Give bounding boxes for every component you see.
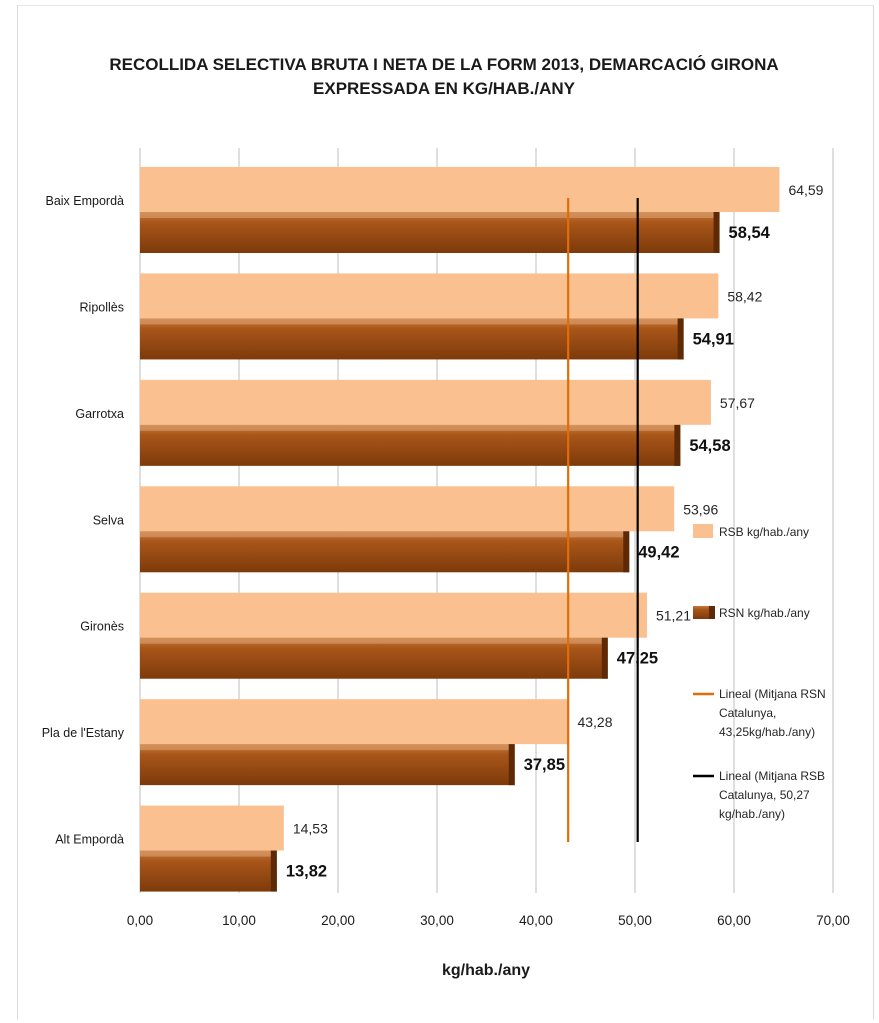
x-tick-label: 50,00 [618,913,652,928]
bar-rsn-end-cap [677,318,684,360]
legend-label-rsn: RSN kg/hab./any [719,606,810,620]
category-label: Baix Empordà [45,194,124,208]
legend-label-rsb: RSB kg/hab./any [719,525,809,539]
chart-frame [17,5,874,1019]
legend-label-reference-line: Catalunya, [719,706,776,720]
bar-rsb [140,592,647,638]
legend-swatch-rsn-cap [709,606,715,619]
bar-rsn [140,318,684,360]
bars [140,167,780,892]
bar-rsn [140,531,630,573]
x-tick-label: 30,00 [420,913,454,928]
x-tick-label: 60,00 [717,913,751,928]
bar-rsb [140,273,719,319]
bar-rsn-top-highlight [140,424,681,431]
legend-label-reference-line: kg/hab./any) [719,807,785,821]
bar-rsn-end-cap [623,531,630,573]
bar-rsb [140,167,780,212]
data-label-rsb: 14,53 [293,821,328,837]
bar-rsn-top-highlight [140,212,720,218]
category-label: Gironès [80,620,124,634]
data-labels: 64,59 58,54 58,42 54,91 57,67 54,58 53,96 49,42… [286,182,824,881]
bar-rsn-top-highlight [140,318,684,325]
bar-rsn [140,744,515,786]
data-label-rsn: 13,82 [286,863,327,881]
data-label-rsb: 43,28 [577,714,612,730]
x-tick-label: 70,00 [816,913,850,928]
chart-title-line-1: RECOLLIDA SELECTIVA BRUTA I NETA DE LA F… [109,55,778,74]
bar-rsn-end-cap [508,744,515,786]
data-label-rsb: 57,67 [720,395,755,411]
data-label-rsn: 54,91 [693,330,734,348]
bar-rsn-end-cap [270,850,277,892]
legend: RSB kg/hab./any RSN kg/hab./any Lineal (Mi… [693,524,826,821]
bar-rsb [140,486,675,532]
legend-swatch-rsb [693,524,713,538]
bar-rsb [140,805,284,851]
bar-rsn [140,637,608,679]
data-label-rsn: 37,85 [524,756,565,774]
bar-rsn [140,212,720,253]
category-label: Alt Empordà [55,833,124,847]
data-label-rsn: 49,42 [638,543,679,561]
reference-lines [567,198,639,842]
legend-label-reference-line: Catalunya, 50,27 [719,788,810,802]
bar-rsb [140,379,711,425]
bar-rsn-top-highlight [140,744,515,751]
x-tick-label: 0,00 [127,913,153,928]
data-label-rsn: 58,54 [729,224,771,242]
category-label: Ripollès [80,300,124,314]
x-tick-labels: 0,00 10,00 20,00 30,00 40,00 50,00 60,00 70,00 [127,913,850,928]
category-label: Pla de l'Estany [42,726,125,740]
x-tick-label: 10,00 [222,913,256,928]
chart-title-line-2: EXPRESSADA EN KG/HAB./ANY [313,79,576,98]
data-label-rsn: 54,58 [689,437,730,455]
bar-rsn-top-highlight [140,850,277,857]
bar-rsn-end-cap [713,212,720,253]
legend-label-reference-line: 43,25kg/hab./any) [719,725,815,739]
data-label-rsb: 51,21 [656,608,691,624]
x-tick-label: 40,00 [519,913,553,928]
category-label: Selva [93,513,124,527]
category-labels: Baix Empordà Ripollès Garrotxa Selva Gironès… [42,194,125,847]
x-tick-label: 20,00 [321,913,355,928]
legend-label-reference-line: Lineal (Mitjana RSB [719,769,825,783]
bar-rsn [140,424,681,466]
x-axis-label: kg/hab./any [442,962,530,979]
bar-rsn-top-highlight [140,637,608,644]
data-label-rsb: 58,42 [727,288,762,304]
legend-label-reference-line: Lineal (Mitjana RSN [719,687,826,701]
data-label-rsb: 64,59 [788,182,823,198]
data-label-rsb: 53,96 [683,501,718,517]
bar-rsn-end-cap [674,424,681,466]
bar-rsn-end-cap [601,637,608,679]
bar-rsb [140,699,569,745]
bar-rsn-top-highlight [140,531,630,538]
bar-rsn [140,850,277,892]
category-label: Garrotxa [75,407,124,421]
